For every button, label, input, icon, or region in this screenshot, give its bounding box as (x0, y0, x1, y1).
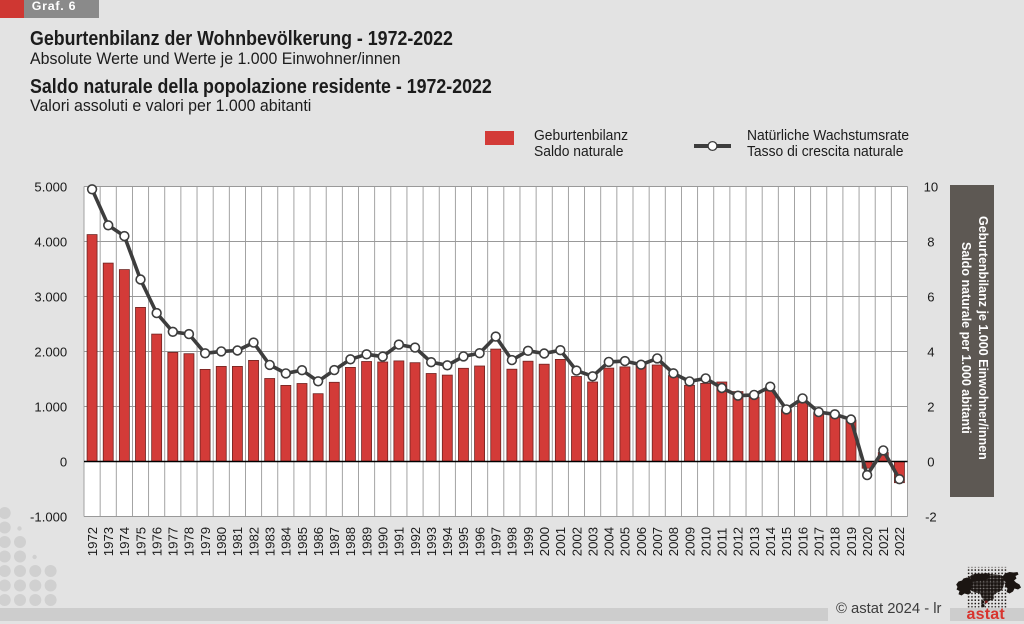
svg-text:2011: 2011 (715, 528, 730, 556)
svg-text:1972: 1972 (85, 527, 100, 556)
svg-text:1997: 1997 (489, 527, 504, 556)
svg-text:1979: 1979 (198, 527, 213, 556)
svg-text:1980: 1980 (214, 527, 229, 556)
svg-text:10: 10 (924, 180, 939, 195)
svg-text:1975: 1975 (133, 527, 148, 556)
svg-text:2.000: 2.000 (34, 345, 67, 360)
svg-text:4.000: 4.000 (34, 235, 67, 250)
svg-text:2008: 2008 (666, 527, 681, 556)
svg-text:2009: 2009 (682, 527, 697, 556)
svg-text:2010: 2010 (698, 527, 713, 556)
svg-text:2003: 2003 (585, 527, 600, 556)
svg-text:2018: 2018 (828, 527, 843, 556)
svg-text:2005: 2005 (618, 527, 633, 556)
svg-text:2006: 2006 (634, 527, 649, 556)
svg-text:2020: 2020 (860, 527, 875, 556)
svg-text:8: 8 (927, 235, 934, 250)
svg-text:1989: 1989 (359, 527, 374, 556)
svg-text:1999: 1999 (521, 527, 536, 556)
svg-text:1987: 1987 (327, 527, 342, 556)
svg-text:1985: 1985 (295, 527, 310, 556)
svg-text:1990: 1990 (376, 527, 391, 556)
svg-text:1993: 1993 (424, 527, 439, 556)
svg-text:1974: 1974 (117, 527, 132, 556)
svg-text:1982: 1982 (246, 527, 261, 556)
svg-text:2001: 2001 (553, 527, 568, 556)
svg-text:2: 2 (927, 400, 934, 415)
svg-text:2019: 2019 (844, 527, 859, 556)
svg-text:1973: 1973 (101, 527, 116, 556)
svg-text:-1.000: -1.000 (30, 510, 67, 525)
svg-text:5.000: 5.000 (34, 180, 67, 195)
svg-text:1984: 1984 (279, 527, 294, 556)
svg-text:1977: 1977 (166, 527, 181, 556)
svg-text:3.000: 3.000 (34, 290, 67, 305)
svg-text:1994: 1994 (440, 527, 455, 556)
svg-text:2015: 2015 (779, 527, 794, 556)
svg-text:1976: 1976 (149, 527, 164, 556)
svg-text:2007: 2007 (650, 527, 665, 556)
svg-text:1991: 1991 (392, 527, 407, 556)
svg-text:2013: 2013 (747, 527, 762, 556)
svg-text:2016: 2016 (795, 527, 810, 556)
svg-text:2000: 2000 (537, 527, 552, 556)
svg-text:1.000: 1.000 (34, 400, 67, 415)
svg-text:1998: 1998 (505, 527, 520, 556)
svg-text:1995: 1995 (456, 527, 471, 556)
svg-text:0: 0 (927, 455, 934, 470)
svg-text:1992: 1992 (408, 527, 423, 556)
svg-text:2021: 2021 (876, 527, 891, 556)
svg-text:6: 6 (927, 290, 934, 305)
svg-text:4: 4 (927, 345, 934, 360)
svg-text:2017: 2017 (811, 527, 826, 556)
svg-text:1978: 1978 (182, 527, 197, 556)
svg-text:0: 0 (60, 455, 67, 470)
svg-text:2014: 2014 (763, 527, 778, 556)
svg-text:1983: 1983 (262, 527, 277, 556)
svg-text:-2: -2 (925, 510, 937, 525)
svg-text:2022: 2022 (892, 527, 907, 556)
svg-text:1986: 1986 (311, 527, 326, 556)
svg-text:2012: 2012 (731, 527, 746, 556)
svg-text:2004: 2004 (602, 527, 617, 556)
svg-text:1996: 1996 (472, 527, 487, 556)
svg-text:1981: 1981 (230, 527, 245, 556)
svg-text:2002: 2002 (569, 527, 584, 556)
svg-text:1988: 1988 (343, 527, 358, 556)
